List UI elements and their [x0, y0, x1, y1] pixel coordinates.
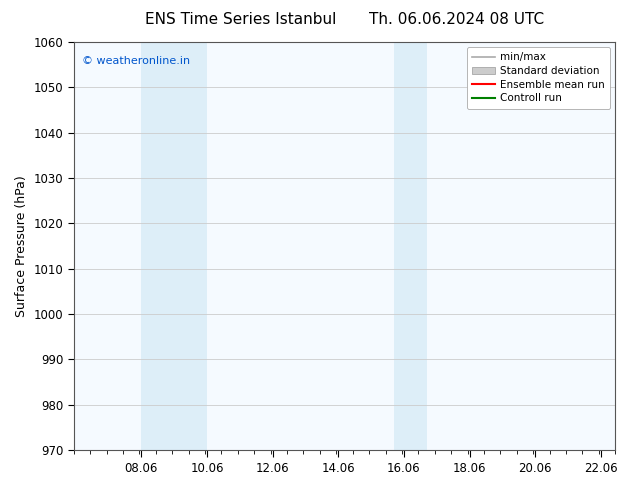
Bar — [141, 42, 207, 450]
Y-axis label: Surface Pressure (hPa): Surface Pressure (hPa) — [15, 175, 28, 317]
Text: Th. 06.06.2024 08 UTC: Th. 06.06.2024 08 UTC — [369, 12, 544, 27]
Legend: min/max, Standard deviation, Ensemble mean run, Controll run: min/max, Standard deviation, Ensemble me… — [467, 47, 610, 109]
Bar — [394, 42, 427, 450]
Text: ENS Time Series Istanbul: ENS Time Series Istanbul — [145, 12, 337, 27]
Text: © weatheronline.in: © weatheronline.in — [82, 56, 190, 66]
